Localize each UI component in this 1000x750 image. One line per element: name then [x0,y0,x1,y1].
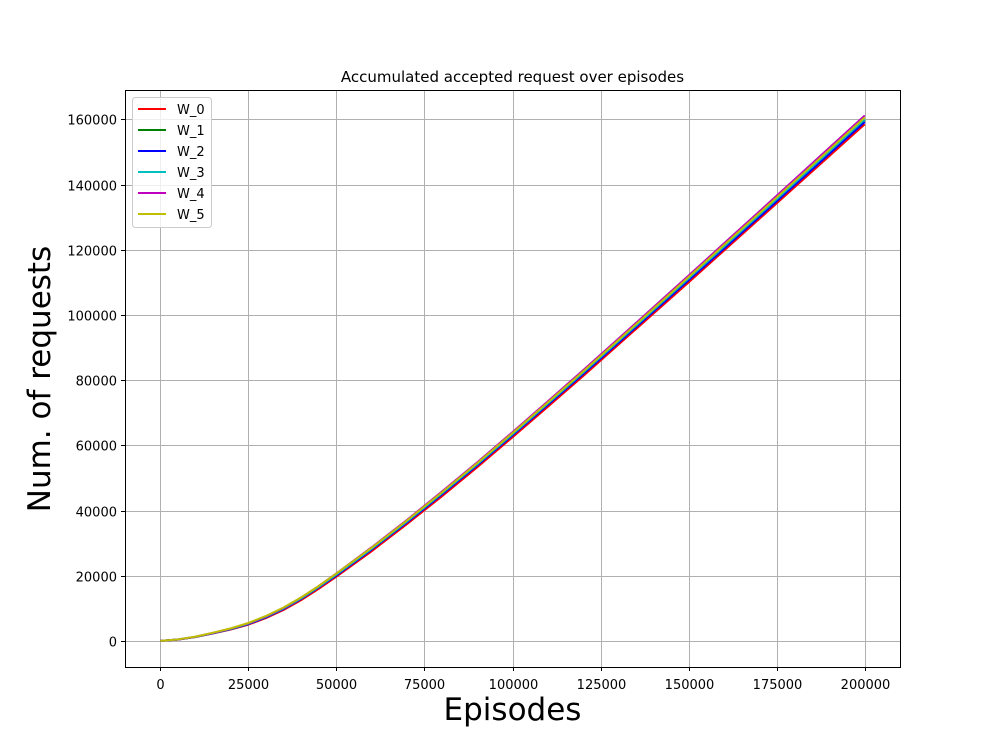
y-axis-title: Num. of requests [22,246,58,512]
x-axis-ticks: 0 25000 50000 75000 100000 125000 150000 175000… [156,667,890,693]
legend-label-w-1: W_1 [177,124,205,139]
legend-label-w-5: W_5 [177,208,205,223]
y-tick-label: 20000 [76,571,117,586]
legend-label-w-3: W_3 [177,166,205,181]
y-tick-label: 100000 [67,310,117,325]
x-tick-label: 25000 [228,678,269,693]
x-tick-label: 175000 [753,678,803,693]
grid [125,90,900,667]
y-tick-label: 60000 [76,440,117,455]
legend: W_0 W_1 W_2 W_3 W_4 W_5 [132,97,212,228]
y-tick-label: 0 [109,636,117,651]
x-axis-title: Episodes [444,692,582,728]
y-tick-label: 120000 [67,245,117,260]
series-line-w-5 [160,116,866,642]
x-tick-label: 200000 [841,678,891,693]
series-line-w-2 [160,121,866,642]
y-tick-label: 140000 [67,180,117,195]
chart-title: Accumulated accepted request over episod… [341,68,684,86]
x-tick-label: 125000 [577,678,627,693]
legend-label-w-4: W_4 [177,187,205,202]
y-tick-label: 40000 [76,506,117,521]
series-line-w-0 [160,123,866,642]
x-tick-label: 75000 [404,678,445,693]
legend-label-w-2: W_2 [177,145,205,160]
x-tick-label: 150000 [665,678,715,693]
legend-label-w-0: W_0 [177,103,205,118]
series-lines [160,114,866,642]
x-tick-label: 0 [156,678,164,693]
x-tick-label: 100000 [489,678,539,693]
y-tick-label: 160000 [67,114,117,129]
x-tick-label: 50000 [316,678,357,693]
series-line-w-4 [160,114,866,642]
y-axis-ticks: 0 20000 40000 60000 80000 100000 120000 140000 1… [67,114,125,651]
y-tick-label: 80000 [76,375,117,390]
